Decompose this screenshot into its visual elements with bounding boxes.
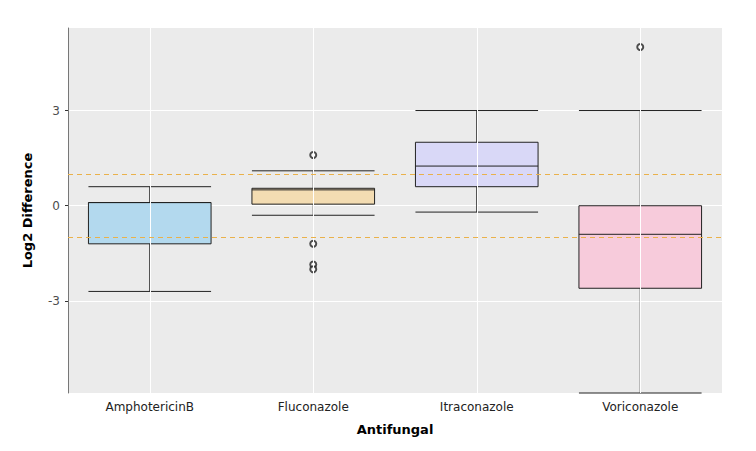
svg-text:Voriconazole: Voriconazole xyxy=(602,400,678,414)
svg-text:Itraconazole: Itraconazole xyxy=(440,400,514,414)
svg-text:Antifungal: Antifungal xyxy=(357,422,434,437)
svg-text:-3: -3 xyxy=(48,294,60,308)
svg-text:AmphotericinB: AmphotericinB xyxy=(105,400,194,414)
svg-text:0: 0 xyxy=(52,199,60,213)
svg-text:Log2 Difference: Log2 Difference xyxy=(20,152,35,268)
svg-text:Fluconazole: Fluconazole xyxy=(278,400,349,414)
svg-text:3: 3 xyxy=(52,104,60,118)
